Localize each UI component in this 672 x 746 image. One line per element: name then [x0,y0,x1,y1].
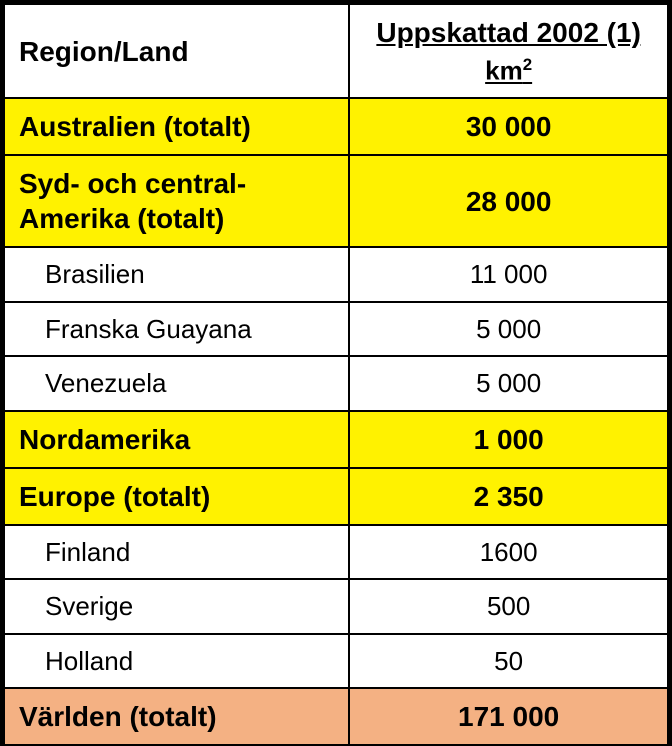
table-row: Franska Guayana5 000 [4,302,668,357]
table-row: Världen (totalt)171 000 [4,688,668,745]
header-unit-sup: 2 [523,55,532,74]
table-row: Venezuela5 000 [4,356,668,411]
header-value-unit: km2 [364,54,653,87]
region-table: Region/Land Uppskattad 2002 (1) km2 Aust… [3,3,669,746]
header-value-line1: Uppskattad 2002 (1) [376,17,641,48]
cell-region: Syd- och central-Amerika (totalt) [4,155,349,247]
cell-region: Nordamerika [4,411,349,468]
cell-region: Brasilien [4,247,349,302]
table-row: Europe (totalt)2 350 [4,468,668,525]
table-row: Finland1600 [4,525,668,580]
cell-value: 1 000 [349,411,668,468]
cell-value: 1600 [349,525,668,580]
table-row: Syd- och central-Amerika (totalt)28 000 [4,155,668,247]
cell-value: 171 000 [349,688,668,745]
table-row: Nordamerika1 000 [4,411,668,468]
cell-value: 50 [349,634,668,689]
cell-value: 28 000 [349,155,668,247]
table-row: Holland50 [4,634,668,689]
cell-value: 11 000 [349,247,668,302]
cell-region: Franska Guayana [4,302,349,357]
cell-value: 5 000 [349,356,668,411]
cell-region: Venezuela [4,356,349,411]
table-row: Sverige500 [4,579,668,634]
cell-value: 500 [349,579,668,634]
cell-value: 30 000 [349,98,668,155]
header-region: Region/Land [4,4,349,98]
cell-region: Holland [4,634,349,689]
cell-region: Australien (totalt) [4,98,349,155]
table-row: Australien (totalt)30 000 [4,98,668,155]
header-unit-prefix: km [485,56,523,86]
header-value: Uppskattad 2002 (1) km2 [349,4,668,98]
table-header-row: Region/Land Uppskattad 2002 (1) km2 [4,4,668,98]
cell-region: Världen (totalt) [4,688,349,745]
cell-region: Sverige [4,579,349,634]
cell-value: 5 000 [349,302,668,357]
table-row: Brasilien11 000 [4,247,668,302]
cell-region: Europe (totalt) [4,468,349,525]
cell-value: 2 350 [349,468,668,525]
cell-region: Finland [4,525,349,580]
